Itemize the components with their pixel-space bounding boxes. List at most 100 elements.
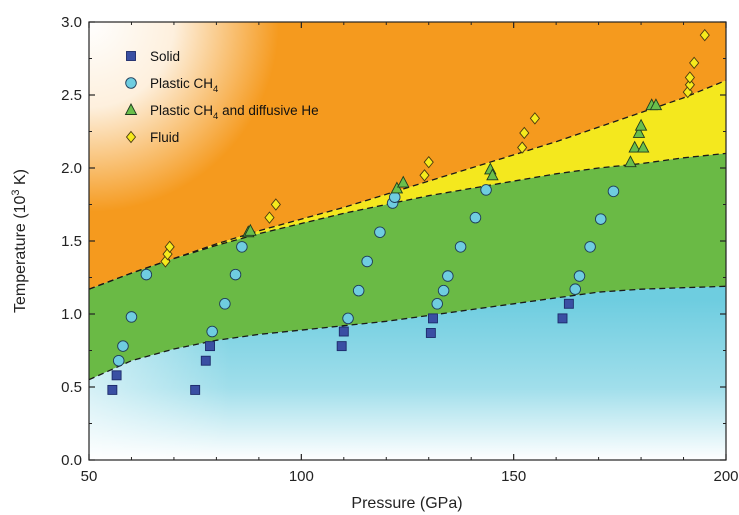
point-circle-20	[569, 283, 581, 295]
legend-label-triangle: Plastic CH4 and diffusive He	[150, 103, 319, 122]
series-square	[107, 298, 574, 395]
point-circle-5	[219, 298, 231, 310]
point-square-3	[200, 355, 211, 366]
x-tick-label-1: 100	[289, 468, 314, 485]
point-circle-9	[352, 284, 365, 297]
point-circle-18	[469, 211, 482, 224]
legend-label-tail: and diffusive He	[218, 103, 318, 118]
point-circle-13	[389, 191, 401, 203]
x-axis-title: Pressure (GPa)	[351, 495, 462, 512]
series-diamond	[160, 28, 710, 268]
point-circle-10	[361, 255, 373, 268]
axes: 50 100 150 200 0.0 0.5 1.0 1.5 2.0 2.5 3.0	[61, 14, 738, 485]
point-triangle-1	[244, 223, 257, 236]
point-diamond-3	[264, 211, 275, 224]
point-circle-15	[437, 284, 450, 297]
legend-label-main: Fluid	[150, 130, 179, 145]
x-tick-label-2: 150	[501, 468, 526, 485]
legend-label-circle: Plastic CH4	[150, 76, 218, 95]
point-square-9	[557, 313, 568, 324]
point-diamond-11	[684, 78, 695, 91]
point-circle-3	[140, 268, 153, 281]
point-diamond-5	[419, 169, 430, 182]
phase-boundary-2	[89, 152, 726, 290]
point-square-8	[428, 313, 438, 324]
legend-marker-circle	[125, 77, 137, 89]
phase-boundaries	[89, 79, 726, 381]
point-triangle-10	[636, 140, 650, 153]
point-circle-24	[607, 185, 620, 198]
fade-top-left	[89, 22, 329, 222]
y-axis-title-sup: 3	[10, 189, 22, 195]
point-diamond-8	[519, 126, 530, 140]
point-diamond-4	[270, 198, 281, 211]
series-triangle	[242, 98, 663, 238]
legend-label-main: Solid	[150, 49, 180, 64]
legend-label-main: Plastic CH	[150, 76, 213, 91]
point-circle-1	[117, 340, 129, 352]
point-circle-16	[442, 270, 454, 282]
point-circle-23	[594, 213, 607, 225]
fade-left-bottom	[89, 286, 726, 460]
point-triangle-5	[486, 168, 499, 181]
series-circle	[112, 184, 620, 367]
point-circle-17	[454, 241, 467, 253]
x-tick-label-3: 200	[713, 468, 738, 485]
y-tick-label-3: 1.5	[61, 233, 82, 250]
point-circle-6	[229, 268, 242, 281]
point-triangle-3	[397, 175, 410, 188]
point-square-4	[205, 341, 215, 352]
point-square-5	[336, 341, 347, 352]
point-circle-8	[342, 312, 354, 325]
point-diamond-9	[529, 112, 540, 125]
point-diamond-14	[699, 28, 710, 42]
y-tick-label-4: 2.0	[61, 160, 82, 177]
y-tick-label-6: 3.0	[61, 14, 82, 31]
x-tick-label-0: 50	[81, 468, 98, 485]
point-circle-7	[236, 241, 248, 253]
phase-boundary-1	[89, 285, 726, 381]
point-diamond-12	[684, 71, 695, 84]
legend-marker-diamond	[125, 130, 137, 144]
point-circle-0	[112, 354, 125, 367]
point-diamond-2	[164, 240, 175, 254]
y-tick-label-0: 0.0	[61, 452, 82, 469]
point-circle-21	[573, 270, 586, 282]
legend-label-main: Plastic CH	[150, 103, 213, 118]
point-square-0	[107, 384, 118, 395]
point-triangle-9	[634, 118, 648, 131]
y-tick-label-1: 0.5	[61, 379, 82, 396]
point-circle-2	[125, 311, 138, 323]
point-square-1	[111, 370, 122, 381]
legend-label-sub: 4	[213, 111, 218, 122]
point-square-6	[338, 326, 349, 337]
legend-label-square: Solid	[150, 49, 180, 64]
legend-marker-square	[126, 51, 136, 61]
point-triangle-6	[624, 155, 637, 168]
point-diamond-6	[423, 155, 434, 169]
point-square-2	[190, 384, 201, 395]
region-plastic	[89, 153, 726, 380]
region-fades	[89, 22, 726, 460]
point-circle-4	[206, 325, 218, 338]
legend-marker-triangle	[124, 103, 138, 115]
point-triangle-2	[390, 181, 404, 194]
point-circle-22	[584, 241, 596, 253]
y-axis-title: Temperature (103 K)	[10, 169, 29, 313]
point-triangle-12	[649, 98, 663, 111]
phase-boundary-3	[89, 79, 726, 290]
point-circle-19	[480, 184, 492, 196]
point-triangle-7	[628, 140, 641, 153]
y-tick-label-5: 2.5	[61, 87, 82, 104]
point-triangle-8	[632, 125, 646, 138]
y-axis-title-main: Temperature (10	[12, 195, 29, 312]
legend-label-diamond: Fluid	[150, 130, 179, 145]
point-square-10	[563, 298, 574, 309]
legend-label-sub: 4	[213, 84, 218, 95]
y-axis-title-tail: K)	[12, 169, 29, 189]
point-diamond-7	[517, 141, 528, 154]
point-square-7	[425, 328, 436, 338]
y-tick-label-2: 1.0	[61, 306, 82, 323]
